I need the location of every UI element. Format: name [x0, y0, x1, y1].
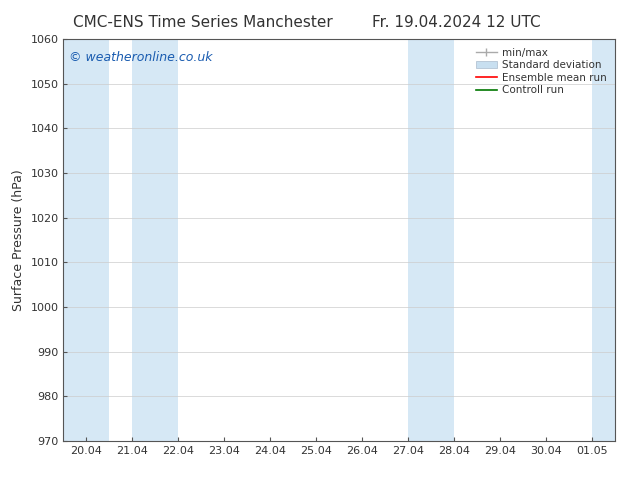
Bar — [133, 39, 178, 441]
Text: © weatheronline.co.uk: © weatheronline.co.uk — [69, 51, 212, 64]
Legend: min/max, Standard deviation, Ensemble mean run, Controll run: min/max, Standard deviation, Ensemble me… — [473, 45, 610, 98]
Text: Fr. 19.04.2024 12 UTC: Fr. 19.04.2024 12 UTC — [372, 15, 541, 30]
Bar — [592, 39, 615, 441]
Text: CMC-ENS Time Series Manchester: CMC-ENS Time Series Manchester — [73, 15, 333, 30]
Bar — [63, 39, 110, 441]
Y-axis label: Surface Pressure (hPa): Surface Pressure (hPa) — [12, 169, 25, 311]
Bar — [408, 39, 454, 441]
